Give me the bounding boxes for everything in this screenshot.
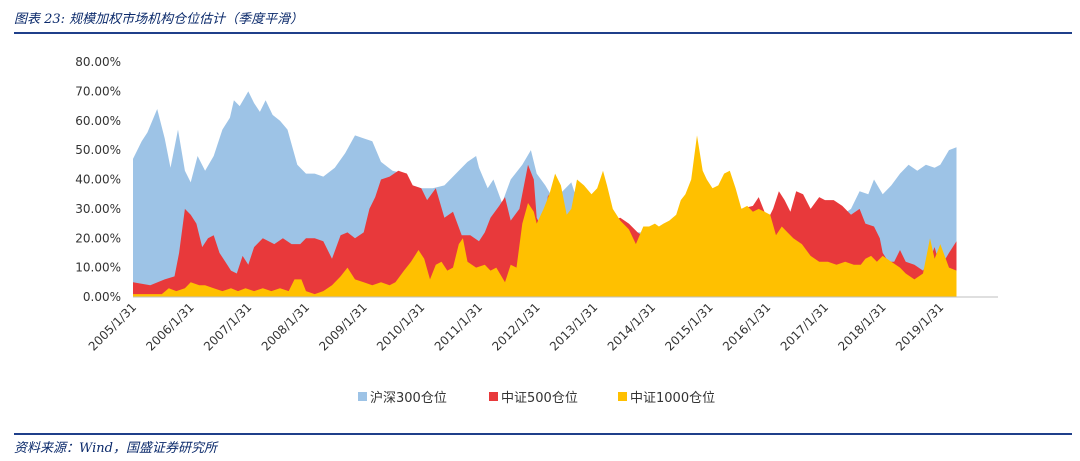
legend: 沪深300仓位 中证500仓位 中证1000仓位 [358,390,715,406]
title-rule [14,32,1072,34]
y-tick-labels: 80.00% 70.00% 60.00% 50.00% 40.00% 30.00% 20.0… [75,55,121,304]
legend-label: 沪深300仓位 [370,390,447,406]
x-tick-label: 2012/1/31 [489,300,542,353]
y-tick-label: 40.00% [75,173,121,187]
area-chart: 80.00% 70.00% 60.00% 50.00% 40.00% 30.00% 20.0… [75,55,998,406]
y-tick-label: 10.00% [75,261,121,275]
legend-label: 中证1000仓位 [630,391,715,406]
x-tick-label: 2010/1/31 [374,300,427,353]
x-tick-label: 2016/1/31 [720,300,773,353]
x-tick-label: 2006/1/31 [143,300,196,353]
x-tick-label: 2014/1/31 [605,300,658,353]
source-note: 资料来源：Wind，国盛证券研究所 [14,441,217,456]
legend-swatch [358,392,367,401]
x-tick-label: 2018/1/31 [835,300,888,353]
y-tick-label: 30.00% [75,202,121,216]
y-tick-label: 70.00% [75,84,121,98]
x-tick-label: 2015/1/31 [662,300,715,353]
footer-rule [14,433,1072,435]
y-tick-label: 80.00% [75,55,121,69]
legend-swatch [489,392,498,401]
x-tick-label: 2019/1/31 [893,300,946,353]
csi1000-area [133,135,957,297]
y-tick-label: 20.00% [75,231,121,245]
figure-title: 图表 23: 规模加权市场机构仓位估计（季度平滑） [14,12,304,27]
legend-swatch [618,392,627,401]
series-areas [133,91,957,298]
y-tick-label: 60.00% [75,114,121,128]
x-tick-label: 2011/1/31 [432,300,485,353]
x-tick-labels: 2005/1/31 2006/1/31 2007/1/31 2008/1/31 2009… [86,300,947,353]
x-tick-label: 2009/1/31 [316,300,369,353]
x-tick-label: 2017/1/31 [778,300,831,353]
y-tick-label: 0.00% [83,290,121,304]
legend-label: 中证500仓位 [501,391,578,406]
x-tick-label: 2013/1/31 [547,300,600,353]
x-tick-label: 2005/1/31 [86,300,139,353]
x-tick-label: 2008/1/31 [259,300,312,353]
x-tick-label: 2007/1/31 [201,300,254,353]
y-tick-label: 50.00% [75,143,121,157]
